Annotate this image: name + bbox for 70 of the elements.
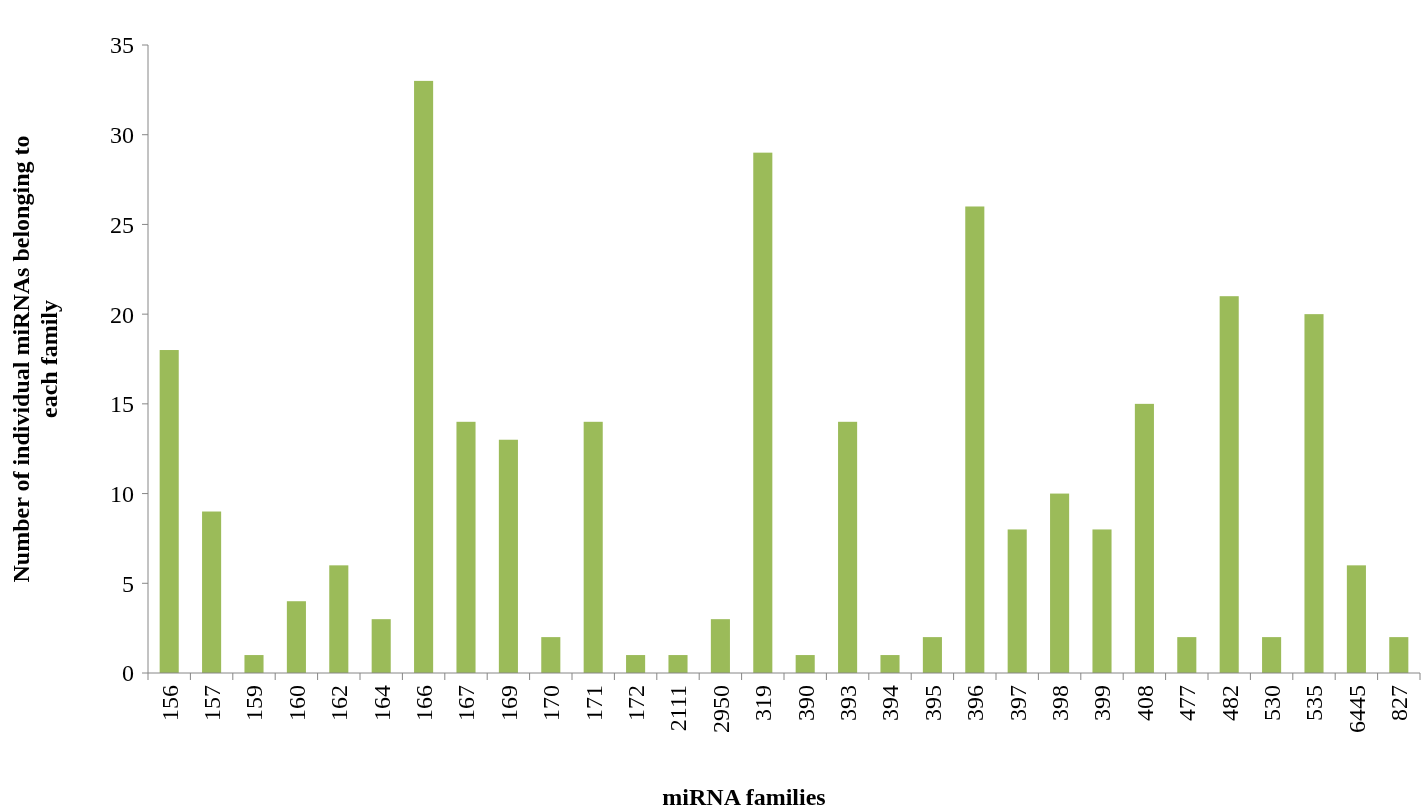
bar (1346, 565, 1366, 673)
x-tick-label: 390 (792, 685, 819, 721)
y-tick-label: 20 (110, 301, 134, 328)
x-tick-label: 482 (1216, 685, 1243, 721)
x-tick-label: 397 (1004, 685, 1031, 721)
y-tick-label: 10 (110, 480, 134, 507)
bar (329, 565, 349, 673)
x-tick-label: 394 (877, 685, 904, 721)
bar (922, 637, 942, 673)
y-tick-label: 35 (110, 32, 134, 59)
y-tick-label: 0 (122, 660, 134, 687)
bar (795, 655, 815, 673)
x-tick-label: 477 (1174, 685, 1201, 721)
bar (710, 619, 730, 673)
x-tick-label: 160 (283, 685, 310, 721)
bar (1304, 314, 1324, 673)
bar (965, 206, 985, 673)
x-tick-label: 169 (495, 685, 522, 721)
bar (1177, 637, 1197, 673)
y-tick-label: 25 (110, 211, 134, 238)
x-tick-label: 393 (835, 685, 861, 721)
x-tick-label: 164 (368, 685, 395, 721)
x-tick-label: 319 (750, 685, 777, 721)
x-tick-label: 156 (156, 685, 183, 721)
bar (1092, 529, 1112, 673)
x-tick-label: 171 (580, 685, 607, 721)
bar (541, 637, 561, 673)
bar (202, 511, 222, 673)
x-tick-label: 172 (623, 685, 649, 721)
x-tick-label: 2950 (707, 685, 734, 733)
x-tick-label: 159 (241, 685, 268, 721)
bar (1262, 637, 1282, 673)
bar (1134, 403, 1154, 673)
x-tick-label: 399 (1089, 685, 1116, 721)
bar (583, 421, 603, 673)
bar (286, 601, 306, 673)
x-tick-label: 530 (1259, 685, 1285, 721)
bar (498, 439, 518, 673)
bar (1219, 296, 1239, 673)
bar (1050, 493, 1070, 673)
bar (753, 152, 773, 673)
x-tick-label: 166 (411, 685, 437, 721)
bar (880, 655, 900, 673)
y-tick-label: 5 (122, 570, 134, 597)
x-tick-label: 167 (453, 685, 480, 721)
y-axis-title: Number of individual miRNAs belonging to each family (7, 135, 63, 583)
x-tick-label: 6445 (1343, 685, 1370, 733)
bar (668, 655, 688, 673)
x-tick-label: 170 (538, 685, 565, 721)
bar (244, 655, 264, 673)
x-tick-label: 396 (962, 685, 989, 721)
bar (1389, 637, 1409, 673)
bar (159, 350, 179, 673)
y-tick-label: 15 (110, 391, 134, 418)
bar (414, 80, 434, 673)
x-axis-title: miRNA families (662, 784, 826, 810)
bar (456, 421, 476, 673)
x-tick-label: 408 (1131, 685, 1158, 721)
x-tick-label: 827 (1386, 685, 1413, 721)
bar (838, 421, 858, 673)
x-tick-label: 157 (199, 685, 225, 721)
y-tick-label: 30 (110, 122, 134, 149)
bar (1007, 529, 1027, 673)
x-tick-label: 2111 (665, 685, 692, 732)
bar (626, 655, 646, 673)
bar (371, 619, 391, 673)
x-tick-label: 162 (326, 685, 353, 721)
x-tick-label: 535 (1301, 685, 1328, 721)
x-tick-label: 398 (1047, 685, 1073, 721)
x-tick-label: 395 (919, 685, 946, 721)
